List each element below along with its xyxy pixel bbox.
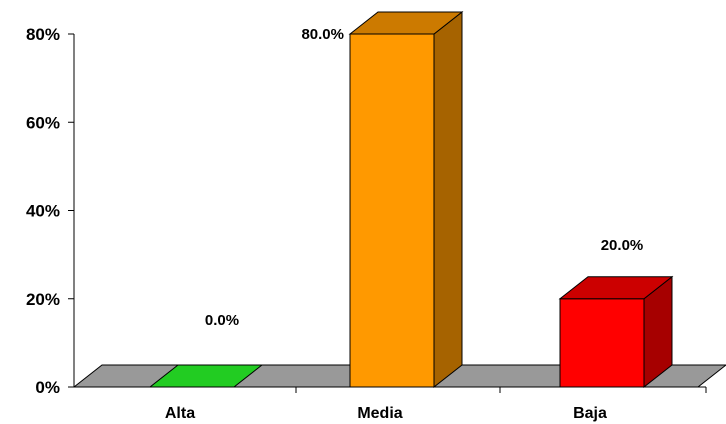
bar-baja bbox=[558, 275, 674, 389]
x-category-label: Media bbox=[357, 405, 402, 422]
y-tick-label: 40% bbox=[26, 202, 60, 221]
x-category-label: Baja bbox=[573, 405, 607, 422]
bar-side bbox=[433, 10, 463, 389]
bar-top bbox=[348, 11, 464, 35]
x-category-label: Alta bbox=[165, 405, 195, 422]
data-label: 80.0% bbox=[301, 26, 344, 43]
y-tick-label: 60% bbox=[26, 113, 60, 132]
bars bbox=[148, 10, 674, 389]
y-tick-label: 0% bbox=[35, 378, 60, 397]
bar-front bbox=[349, 33, 435, 388]
y-tick-label: 80% bbox=[26, 25, 60, 44]
data-label: 0.0% bbox=[205, 312, 239, 329]
y-tick-label: 20% bbox=[26, 290, 60, 309]
bar-top bbox=[558, 276, 674, 300]
bar-front bbox=[559, 298, 645, 388]
bar-top bbox=[148, 364, 264, 388]
labels: 0% 20% 40% 60% 80% 0.0% 80.0% 20.0% Alta Media Baj… bbox=[26, 25, 643, 422]
bar-media bbox=[348, 10, 464, 389]
bar-alta bbox=[148, 364, 264, 388]
data-label: 20.0% bbox=[601, 237, 644, 254]
